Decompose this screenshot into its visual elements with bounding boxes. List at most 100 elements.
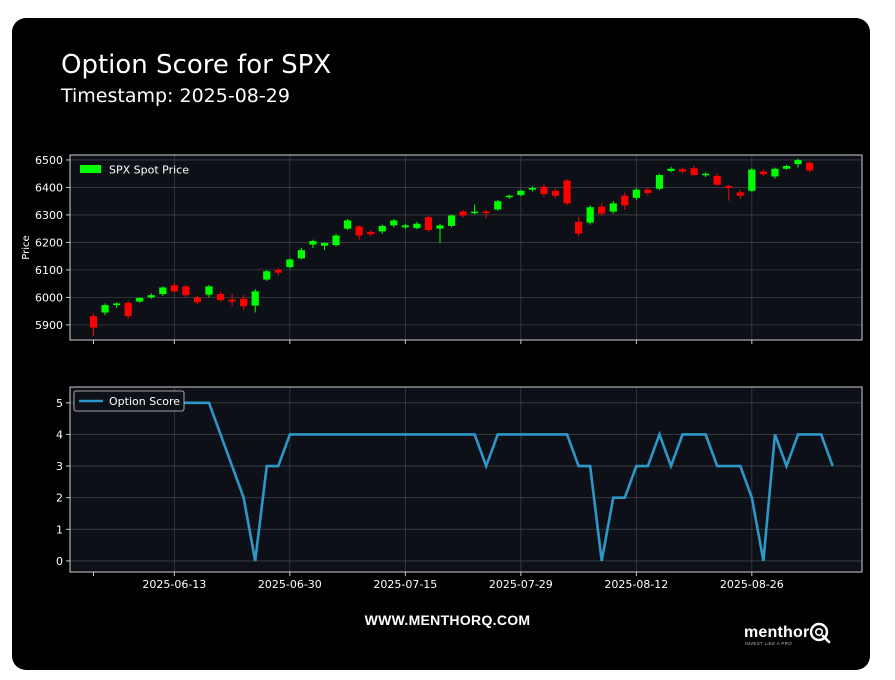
legend-label: Option Score (109, 395, 180, 408)
candle-body (251, 291, 259, 306)
candle-body (806, 162, 814, 171)
candle-body (736, 192, 744, 196)
candle-body (216, 294, 225, 301)
candle-body (228, 299, 236, 302)
candle-body (332, 235, 340, 246)
y-tick-label: 4 (56, 428, 63, 441)
candle-body (459, 211, 467, 216)
y-tick-label: 6200 (35, 236, 63, 249)
candle-body (390, 220, 398, 226)
candle-body (667, 168, 675, 171)
candle-body (678, 169, 687, 172)
legend-label: SPX Spot Price (109, 164, 189, 177)
y-tick-label: 5900 (35, 319, 63, 332)
candle-body (609, 203, 617, 212)
score-series-line (93, 401, 834, 562)
y-tick-label: 6500 (35, 154, 63, 167)
x-tick-label: 2025-08-26 (720, 578, 784, 591)
y-tick-label: 1 (56, 523, 63, 536)
candle-body (702, 173, 710, 176)
price-panel: 5900 6000 6100 6200 6300 6400 6500 SPX Spot Pri… (21, 154, 863, 344)
candle-body (713, 175, 721, 185)
candle-body (759, 171, 767, 175)
candle-body (297, 250, 305, 259)
x-tick-label: 2025-06-13 (142, 578, 206, 591)
y-tick-label: 6300 (35, 209, 63, 222)
y-tick-label: 0 (56, 555, 63, 568)
candle-body (794, 159, 802, 165)
candle-body (170, 285, 178, 292)
candle-body (193, 297, 202, 303)
y-tick-label: 2 (56, 492, 63, 505)
brand-logo: menthor INVEST LIKE A PRO (744, 622, 831, 646)
y-tick-label: 5 (56, 397, 63, 410)
candle-body (447, 215, 456, 226)
candle-body (113, 303, 121, 306)
candle-body (563, 180, 571, 204)
x-tick-label: 2025-07-15 (373, 578, 437, 591)
candle-body (528, 187, 536, 190)
candle-body (101, 305, 109, 313)
candle-body (598, 206, 606, 214)
plot-frame (69, 386, 863, 573)
candle-body (89, 316, 98, 328)
candle-body (725, 186, 733, 188)
legend-score: Option Score (73, 390, 185, 412)
candle-body (413, 223, 421, 229)
candle-body (274, 269, 282, 273)
candle-body (540, 186, 548, 195)
x-tick-label: 2025-08-12 (604, 578, 668, 591)
candle-body (494, 201, 502, 210)
chart-subtitle: Timestamp: 2025-08-29 (61, 85, 290, 107)
candle-body (505, 195, 513, 198)
candle-body (147, 295, 155, 298)
candle-body (367, 231, 375, 235)
candle-body (690, 168, 698, 176)
candle-body (471, 211, 479, 214)
legend-swatch (80, 165, 101, 173)
q-logo-icon (809, 622, 831, 644)
candle-body (320, 242, 329, 246)
y-axis-label: Price (21, 235, 32, 259)
website-link[interactable]: WWW.MENTHORQ.COM (364, 612, 531, 628)
y-tick-label: 6100 (35, 264, 63, 277)
candle-body (632, 189, 640, 198)
candle-body (344, 220, 352, 229)
candle-body (182, 286, 190, 296)
y-tick-label: 6400 (35, 181, 63, 194)
candle-body (124, 302, 132, 317)
candle-body (136, 297, 144, 302)
candle-body (586, 207, 594, 223)
candle-body (748, 169, 756, 191)
candle-body (205, 286, 213, 295)
candle-body (551, 190, 560, 196)
candle-body (771, 168, 779, 177)
candle-body (621, 195, 629, 206)
legend-box (73, 390, 185, 412)
candle-body (655, 175, 664, 189)
plot-area (70, 387, 862, 572)
candle-body (575, 221, 583, 234)
x-tick-label: 2025-06-30 (258, 578, 322, 591)
candle-body (263, 271, 271, 280)
x-tick-label: 2025-07-29 (489, 578, 553, 591)
legend-price: SPX Spot Price (80, 164, 189, 177)
y-tick-label: 6000 (35, 291, 63, 304)
brand-name: menthor (744, 624, 810, 641)
candle-body (159, 287, 167, 295)
candle-body (286, 259, 294, 268)
plot-area (70, 155, 862, 340)
candle-body (240, 298, 248, 307)
y-tick-label: 3 (56, 460, 63, 473)
candle-body (355, 226, 363, 236)
candle-body (424, 217, 433, 231)
candle-body (782, 165, 791, 169)
candle-body (482, 211, 490, 214)
plot-frame (69, 154, 863, 341)
candle-body (644, 189, 652, 193)
chart-title: Option Score for SPX (61, 50, 332, 80)
candle-body (436, 225, 444, 229)
candle-body (378, 225, 386, 232)
candle-body (517, 190, 525, 196)
